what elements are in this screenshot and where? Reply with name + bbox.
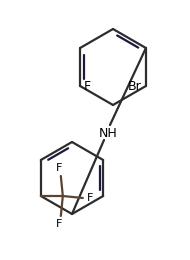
Text: F: F [87, 193, 93, 203]
Text: Br: Br [128, 80, 142, 93]
Text: F: F [84, 80, 91, 93]
Text: NH: NH [99, 127, 117, 140]
Text: F: F [56, 219, 62, 229]
Text: F: F [56, 163, 62, 173]
